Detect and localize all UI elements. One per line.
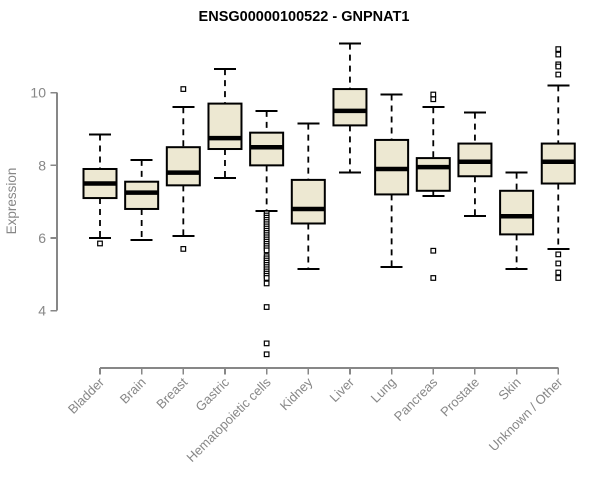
x-tick-label: Liver: [327, 374, 358, 405]
outlier-point: [555, 251, 562, 258]
box-group-kidney: [290, 122, 326, 270]
box: [290, 178, 326, 225]
outlier-point: [555, 269, 562, 276]
x-tick-label: Prostate: [437, 375, 482, 420]
outlier-point: [263, 340, 270, 347]
outlier-point: [555, 51, 562, 58]
box-group-gastric: [207, 68, 243, 180]
x-tick-label: Gastric: [192, 374, 232, 414]
outlier-point: [263, 247, 270, 254]
box: [415, 157, 451, 192]
x-tick-label: Skin: [495, 375, 523, 403]
outlier-point: [430, 275, 437, 281]
box-group-unknown-other: [540, 46, 576, 281]
box-group-liver: [332, 42, 368, 174]
chart-title: ENSG00000100522 - GNPNAT1: [199, 9, 410, 25]
outlier-point: [430, 96, 437, 103]
outlier-point: [263, 351, 270, 358]
box-series: [82, 42, 576, 358]
box-group-bladder: [82, 133, 118, 247]
outlier-point: [263, 275, 270, 281]
box: [165, 146, 201, 187]
y-tick-label: 4: [38, 303, 46, 319]
x-tick-label: Lung: [368, 375, 399, 406]
outlier-point: [555, 275, 562, 281]
outlier-point: [555, 46, 562, 53]
outlier-point: [180, 246, 187, 252]
box: [207, 102, 243, 151]
x-tick-label: Unknown / Other: [486, 374, 566, 454]
y-tick-label: 8: [38, 157, 46, 173]
box-group-brain: [124, 158, 160, 241]
box-group-skin: [499, 171, 535, 270]
x-tick-label: Bladder: [65, 374, 108, 417]
outlier-point: [555, 63, 562, 70]
box-group-hematopoietic-cells: [249, 109, 285, 358]
y-axis: 4 6 8 10: [30, 85, 58, 319]
outlier-point: [430, 91, 437, 98]
x-tick-label: Brain: [117, 375, 149, 407]
box: [124, 180, 160, 210]
box: [332, 88, 368, 127]
box: [499, 189, 535, 236]
outlier-point: [555, 71, 562, 78]
x-tick-label: Kidney: [277, 374, 316, 413]
box-group-prostate: [457, 111, 493, 218]
y-tick-label: 10: [30, 85, 46, 101]
outlier-point: [430, 247, 437, 254]
outlier-point: [180, 86, 187, 92]
box-group-pancreas: [415, 91, 451, 281]
outlier-point: [263, 304, 270, 310]
outlier-point: [97, 240, 103, 247]
y-axis-label: Expression: [4, 168, 19, 235]
y-tick-label: 6: [38, 230, 46, 246]
box-group-breast: [165, 86, 201, 252]
outlier-point: [263, 280, 270, 287]
x-tick-label: Pancreas: [391, 374, 441, 424]
x-tick-label: Breast: [153, 374, 190, 411]
outlier-point: [555, 260, 562, 267]
box-group-lung: [374, 93, 410, 269]
